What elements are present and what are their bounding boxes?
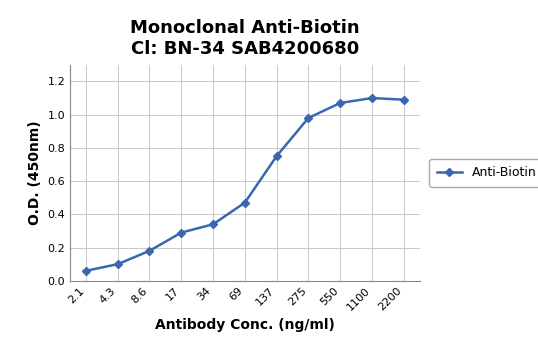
Anti-Biotin — [210, 222, 216, 226]
Anti-Biotin — [273, 154, 280, 158]
Anti-Biotin — [369, 96, 375, 100]
Anti-Biotin — [337, 101, 343, 105]
Anti-Biotin — [115, 262, 121, 266]
X-axis label: Antibody Conc. (ng/ml): Antibody Conc. (ng/ml) — [155, 318, 335, 332]
Y-axis label: O.D. (450nm): O.D. (450nm) — [28, 121, 42, 225]
Anti-Biotin — [146, 249, 153, 253]
Anti-Biotin — [178, 230, 185, 235]
Anti-Biotin — [400, 98, 407, 102]
Title: Monoclonal Anti-Biotin
Cl: BN-34 SAB4200680: Monoclonal Anti-Biotin Cl: BN-34 SAB4200… — [130, 19, 359, 58]
Line: Anti-Biotin: Anti-Biotin — [83, 95, 407, 274]
Anti-Biotin — [305, 116, 312, 120]
Anti-Biotin — [242, 201, 248, 205]
Legend: Anti-Biotin: Anti-Biotin — [429, 159, 538, 187]
Anti-Biotin — [83, 269, 89, 273]
